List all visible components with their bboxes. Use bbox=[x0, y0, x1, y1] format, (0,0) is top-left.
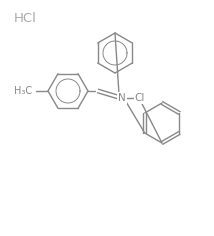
Text: H₃C: H₃C bbox=[14, 86, 32, 96]
Text: HCl: HCl bbox=[14, 12, 37, 25]
Text: Cl: Cl bbox=[135, 93, 145, 103]
Text: N: N bbox=[118, 93, 126, 103]
